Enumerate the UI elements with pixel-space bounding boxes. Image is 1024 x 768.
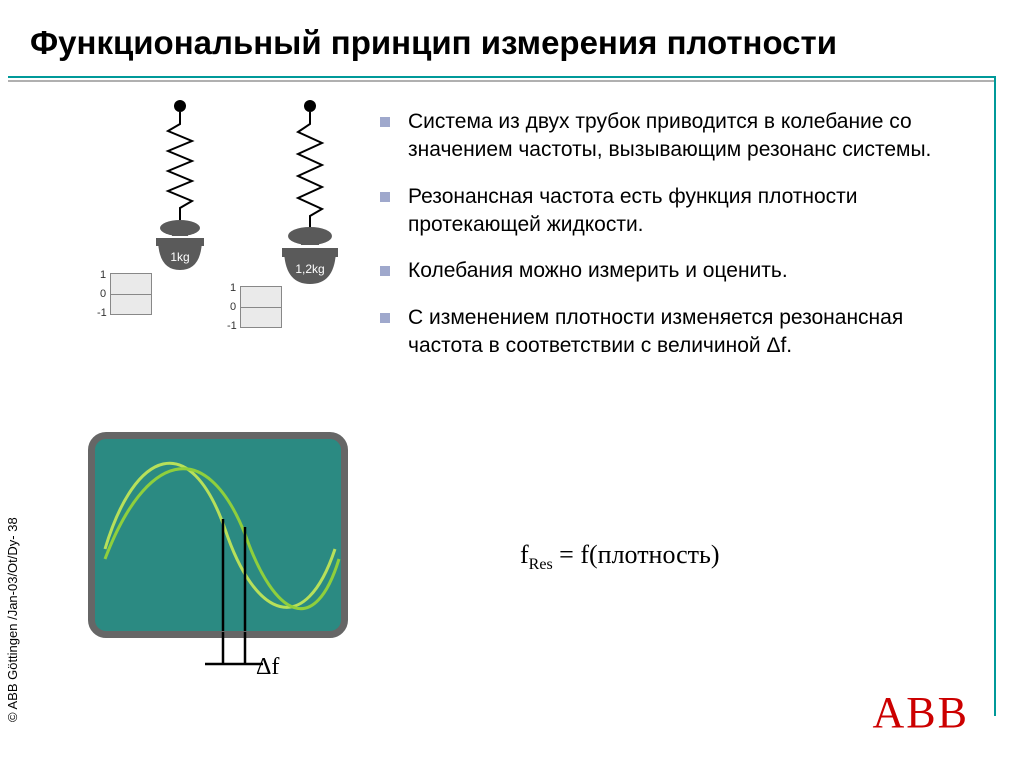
scale-left: 1 0 -1 (110, 273, 152, 315)
copyright: © ABB Göttingen /Jan-03/Ot/Dy- 38 (5, 517, 20, 722)
bullet-2: Резонансная частота есть функция плотнос… (380, 183, 960, 240)
formula-sub: Res (529, 556, 553, 573)
title-rule (8, 76, 996, 78)
mass-label-left: 1kg (170, 250, 189, 264)
scale-tick-1: 1 (100, 269, 106, 281)
slide-title: Функциональный принцип измерения плотнос… (30, 24, 837, 62)
spring-mass-diagram: 1kg 1 0 -1 1,2kg 1 0 (120, 98, 360, 378)
bullet-4: С изменением плотности изменяется резона… (380, 304, 960, 361)
scale-tick-0-r: 0 (230, 301, 236, 313)
oscilloscope (88, 432, 348, 638)
formula: fRes = f(плотность) (520, 540, 720, 574)
formula-rhs: = f(плотность) (553, 540, 720, 569)
abb-logo: ABB (873, 687, 969, 738)
formula-lhs: f (520, 540, 529, 569)
scale-tick-0: 0 (100, 288, 106, 300)
scale-tick-1-r: 1 (230, 282, 236, 294)
scale-tick-neg1: -1 (97, 307, 107, 319)
spring-unit-1kg: 1kg 1 0 -1 (120, 98, 230, 343)
bullet-list: Система из двух трубок приводится в коле… (380, 108, 960, 378)
right-vertical-rule (994, 76, 996, 716)
scope-svg (95, 439, 341, 631)
bullet-3: Колебания можно измерить и оценить. (380, 257, 960, 285)
mass-label-right: 1,2kg (295, 262, 324, 276)
scale-tick-neg1-r: -1 (227, 320, 237, 332)
title-rule-shadow (8, 80, 996, 82)
scale-right: 1 0 -1 (240, 286, 282, 328)
spring-unit-1-2kg: 1,2kg 1 0 -1 (250, 98, 360, 343)
bullet-1: Система из двух трубок приводится в коле… (380, 108, 960, 165)
delta-f-label: Δf (256, 654, 279, 681)
